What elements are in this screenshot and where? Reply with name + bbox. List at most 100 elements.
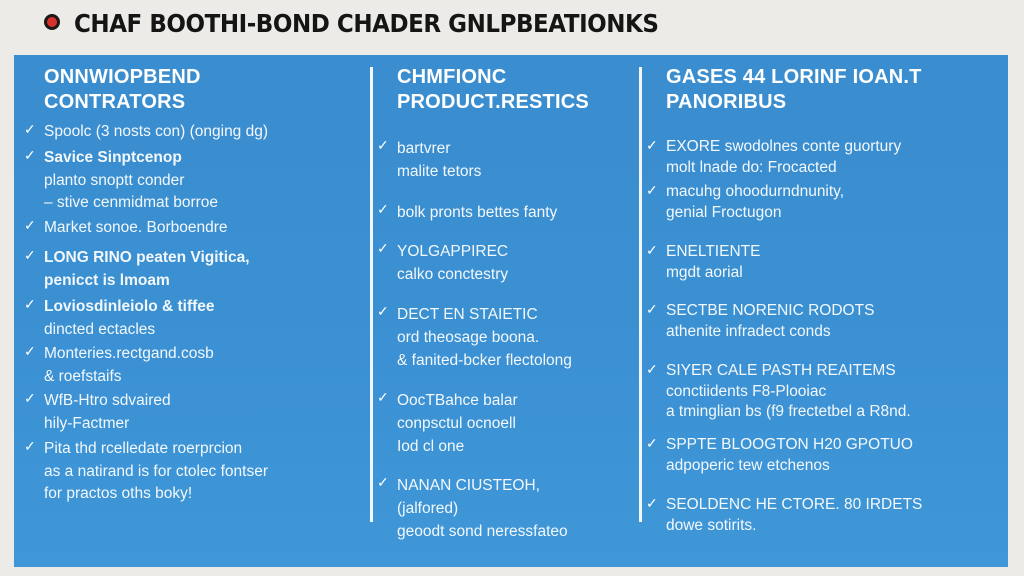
check-bullet-icon: ✓	[24, 343, 36, 359]
list-item-text: OocTBahce balar	[397, 392, 518, 409]
column-heading-line: CONTRATORS	[44, 91, 186, 113]
header: CHAF BOOTHI-BOND CHADER GNLPBEATIONKS	[44, 6, 709, 40]
column-heading-line: GASES 44 LORINF IOAN.T	[666, 66, 922, 88]
list-item-text: Monteries.rectgand.cosb	[44, 345, 214, 362]
list-item-text: hily-Factmer	[44, 414, 130, 432]
check-bullet-icon: ✓	[646, 137, 658, 153]
list-item: ✓ WfB-Htro sdvaired hily-Factmer	[24, 390, 171, 435]
list-item-text: malite tetors	[397, 163, 482, 180]
column-heading: ONNWIOPBEND CONTRATORS	[44, 65, 201, 115]
list-item: ✓ Spoolc (3 nosts con) (onging dg)	[24, 121, 269, 144]
list-item: ✓ bartvrer malite tetors	[377, 137, 482, 183]
check-bullet-icon: ✓	[646, 361, 658, 377]
column-heading: GASES 44 LORINF IOAN.T PANORIBUS	[666, 65, 922, 115]
list-item-text: NANAN CIUSTEOH,	[397, 477, 540, 494]
list-item: ✓ SPPTE BLOOGTON H20 GPOTUO adpoperic tew …	[646, 435, 913, 476]
check-bullet-icon: ✓	[24, 121, 36, 137]
check-bullet-icon: ✓	[646, 242, 658, 258]
check-bullet-icon: ✓	[377, 389, 389, 405]
list-item-text: as a natirand is for ctolec fontser	[44, 462, 269, 480]
list-item-text: Loviosdinleiolo & tiffee	[44, 298, 215, 315]
list-item-text: athenite infradect conds	[666, 322, 831, 340]
column-heading-line: PANORIBUS	[666, 91, 787, 113]
list-item: ✓ SIYER CALE PASTH REAITEMS conctiidents F…	[646, 361, 911, 423]
list-item: ✓ Market sonoe. Borboendre	[24, 217, 228, 240]
list-item-text: adpoperic tew etchenos	[666, 456, 830, 474]
list-item-text: ENELTIENTE	[666, 243, 761, 260]
list-item: ✓ DECT EN STAIETIC ord theosage boona. & fa…	[377, 303, 572, 372]
check-bullet-icon: ✓	[646, 495, 658, 511]
check-bullet-icon: ✓	[24, 147, 36, 163]
check-bullet-icon: ✓	[646, 182, 658, 198]
list-item: ✓ NANAN CIUSTEOH, (jalfored) geoodt sond ne…	[377, 474, 568, 543]
column-heading: CHMFIONC PRODUCT.RESTICS	[397, 65, 589, 115]
list-item-text: (jalfored)	[397, 500, 459, 517]
list-item-text: bolk pronts bettes fanty	[397, 204, 558, 221]
info-panel: ONNWIOPBEND CONTRATORS ✓ Spoolc (3 nosts co…	[14, 55, 1008, 567]
check-bullet-icon: ✓	[24, 390, 36, 406]
list-item-text: ord theosage boona.	[397, 329, 540, 346]
list-item-text: SPPTE BLOOGTON H20 GPOTUO	[666, 436, 913, 453]
check-bullet-icon: ✓	[377, 303, 389, 319]
list-item: ✓ Loviosdinleiolo & tiffee dincted ectacle…	[24, 296, 215, 341]
column-heading-line: ONNWIOPBEND	[44, 66, 201, 88]
list-item-text: conctiidents F8-Plooiac	[666, 382, 827, 400]
list-item-text: & fanited-bcker flectolong	[397, 352, 572, 369]
red-circle-icon	[44, 14, 60, 30]
check-bullet-icon: ✓	[24, 296, 36, 312]
list-item-text: macuhg ohoodurndnunity,	[666, 183, 845, 200]
list-item-text: geoodt sond neressfateo	[397, 523, 568, 540]
column-divider	[370, 67, 373, 522]
list-item-text: DECT EN STAIETIC	[397, 306, 538, 323]
column-divider	[639, 67, 642, 522]
list-item: ✓ Savice Sinptcenop planto snoptt conder – …	[24, 147, 219, 215]
list-item-text: Spoolc (3 nosts con) (onging dg)	[44, 123, 269, 140]
list-item-text: penicct is lmoam	[44, 271, 170, 289]
column-heading-line: PRODUCT.RESTICS	[397, 91, 589, 113]
list-item-text: SECTBE NORENIC RODOTS	[666, 302, 875, 319]
list-item: ✓ YOLGAPPIREC calko conctestry	[377, 240, 509, 286]
list-item-text: bartvrer	[397, 140, 451, 157]
check-bullet-icon: ✓	[24, 247, 36, 263]
list-item-text: mgdt aorial	[666, 263, 743, 281]
check-bullet-icon: ✓	[24, 438, 36, 454]
check-bullet-icon: ✓	[377, 201, 389, 217]
list-item: ✓ EXORE swodolnes conte guortury molt lnad…	[646, 137, 901, 178]
list-item-text: dowe sotirits.	[666, 516, 757, 534]
list-item: ✓ SEOLDENC HE CTORE. 80 IRDETS dowe sotiri…	[646, 495, 923, 536]
check-bullet-icon: ✓	[646, 301, 658, 317]
list-item-text: for practos oths boky!	[44, 485, 193, 502]
list-item-text: Savice Sinptcenop	[44, 149, 182, 166]
list-item-text: LONG RINO peaten Vigitica,	[44, 249, 250, 266]
list-item-text: WfB-Htro sdvaired	[44, 392, 171, 409]
list-item: ✓ Pita thd rcelledate roerprcion as a nati…	[24, 438, 269, 506]
list-item: ✓ OocTBahce balar conpsctul ocnoell Iod cl …	[377, 389, 518, 458]
check-bullet-icon: ✓	[646, 435, 658, 451]
list-item-text: Iod cl one	[397, 438, 465, 455]
list-item: ✓ Monteries.rectgand.cosb & roefstaifs	[24, 343, 214, 388]
list-item-text: YOLGAPPIREC	[397, 243, 509, 260]
check-bullet-icon: ✓	[24, 217, 36, 233]
list-item: ✓ ENELTIENTE mgdt aorial	[646, 242, 761, 283]
list-item-text: genial Froctugon	[666, 203, 782, 221]
list-item-text: – stive cenmidmat borroe	[44, 194, 219, 211]
check-bullet-icon: ✓	[377, 474, 389, 490]
list-item-text: molt lnade do: Frocacted	[666, 158, 837, 176]
check-bullet-icon: ✓	[377, 240, 389, 256]
check-bullet-icon: ✓	[377, 137, 389, 153]
list-item-text: conpsctul ocnoell	[397, 415, 516, 432]
list-item: ✓ macuhg ohoodurndnunity, genial Froctugon	[646, 182, 845, 223]
list-item: ✓ bolk pronts bettes fanty	[377, 201, 558, 224]
list-item-text: Pita thd rcelledate roerprcion	[44, 440, 243, 457]
list-item-text: a tminglian bs (f9 frectetbel a R8nd.	[666, 403, 911, 420]
list-item-text: SEOLDENC HE CTORE. 80 IRDETS	[666, 496, 923, 513]
column-heading-line: CHMFIONC	[397, 66, 507, 88]
page-title: CHAF BOOTHI-BOND CHADER GNLPBEATIONKS	[74, 8, 659, 38]
list-item-text: Market sonoe. Borboendre	[44, 219, 228, 236]
list-item: ✓ SECTBE NORENIC RODOTS athenite infradect…	[646, 301, 875, 342]
list-item: ✓ LONG RINO peaten Vigitica, penicct is lm…	[24, 247, 250, 292]
list-item-text: SIYER CALE PASTH REAITEMS	[666, 362, 896, 379]
list-item-text: dincted ectacles	[44, 320, 156, 338]
list-item-text: calko conctestry	[397, 266, 509, 283]
list-item-text: planto snoptt conder	[44, 171, 185, 189]
